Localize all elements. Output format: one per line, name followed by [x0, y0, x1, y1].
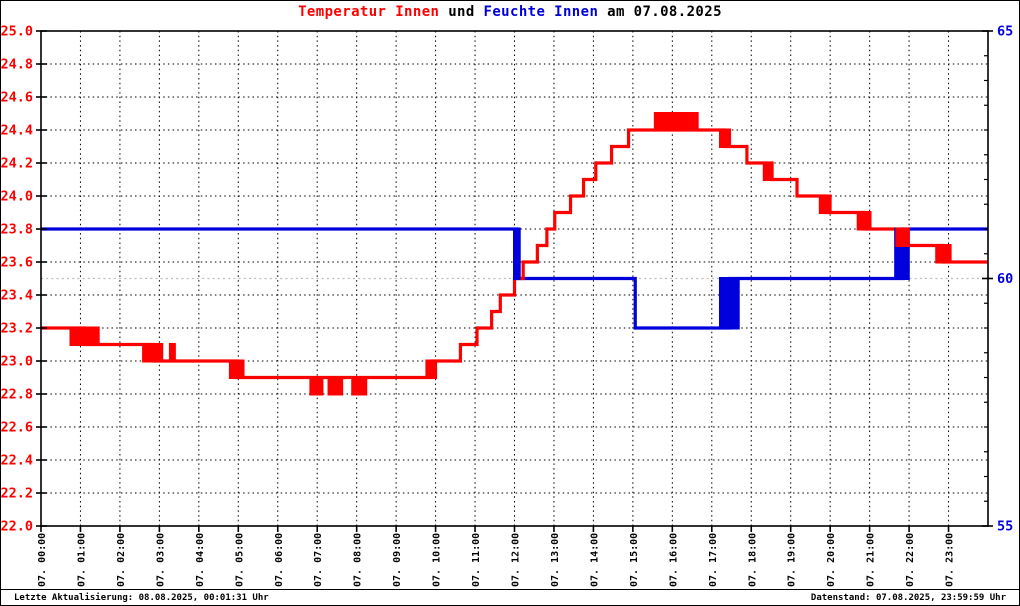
title-date: am 07.08.2025 — [598, 4, 722, 20]
series-line-temperature — [41, 128, 988, 380]
oscillation-band — [653, 112, 699, 132]
y-right-tick-label: 65 — [997, 24, 1013, 40]
y-left-tick-label: 22.8 — [1, 387, 33, 403]
x-axis-tick-label: 07. 22:00 — [905, 533, 916, 587]
y-left-tick-label: 25.0 — [1, 24, 33, 40]
title-connector: und — [439, 4, 484, 20]
title-temperature: Temperatur Innen — [298, 4, 440, 20]
y-right-tick-label: 55 — [997, 519, 1013, 535]
oscillation-band — [327, 376, 344, 396]
oscillation-band — [142, 343, 164, 363]
x-axis-tick-label: 07. 13:00 — [550, 533, 561, 587]
x-axis-tick-label: 07. 17:00 — [708, 533, 719, 587]
x-axis-tick-label: 07. 20:00 — [826, 533, 837, 587]
x-axis-tick-label: 07. 08:00 — [353, 533, 364, 587]
plot-area: 25.0 24.8 24.6 24.4 24.2 24.0 23.8 23.6 23.4 23.2… — [1, 24, 1013, 588]
x-axis-tick-label: 07. 18:00 — [747, 533, 758, 587]
title-humidity: Feuchte Innen — [483, 4, 599, 20]
x-axis-tick-label: 07. 03:00 — [155, 533, 166, 587]
x-axis-tick-label: 07. 11:00 — [471, 533, 482, 587]
x-axis-tick-label: 07. 23:00 — [945, 533, 956, 587]
x-axis-tick-label: 07. 19:00 — [787, 533, 798, 587]
oscillation-band — [168, 343, 176, 363]
y-left-tick-labels: 25.0 24.8 24.6 24.4 24.2 24.0 23.8 23.6 23.4 23.2… — [1, 24, 33, 535]
y-left-tick-label: 22.2 — [1, 486, 33, 502]
y-left-tick-label: 23.0 — [1, 354, 33, 370]
oscillation-band — [513, 227, 521, 280]
x-axis-tick-label: 07. 09:00 — [392, 533, 403, 587]
status-bar: Letzte Aktualisierung: 08.08.2025, 00:01… — [1, 589, 1019, 605]
last-update-text: Letzte Aktualisierung: 08.08.2025, 00:01… — [14, 592, 269, 603]
chart-title: Temperatur Innen und Feuchte Innen am 07… — [1, 4, 1019, 20]
oscillation-band — [228, 359, 245, 379]
y-left-tick-label: 24.6 — [1, 90, 33, 106]
x-axis-tick-labels: 07. 00:00 07. 01:00 07. 02:00 07. 03:00 07. … — [37, 533, 956, 587]
y-left-tick-label: 24.2 — [1, 156, 33, 172]
x-axis-tick-label: 07. 21:00 — [866, 533, 877, 587]
x-axis-tick-label: 07. 01:00 — [76, 533, 87, 587]
oscillation-band — [718, 277, 740, 330]
y-right-tick-labels: 65 60 55 — [997, 24, 1013, 535]
x-axis-tick-label: 07. 00:00 — [37, 533, 48, 587]
y-left-tick-label: 23.8 — [1, 222, 33, 238]
x-axis-tick-label: 07. 16:00 — [668, 533, 679, 587]
x-axis-tick-label: 07. 07:00 — [313, 533, 324, 587]
oscillation-band — [425, 359, 438, 379]
x-axis-tick-label: 07. 06:00 — [274, 533, 285, 587]
oscillation-band — [762, 161, 774, 181]
y-left-tick-label: 24.4 — [1, 123, 33, 139]
x-axis-tick-label: 07. 15:00 — [629, 533, 640, 587]
y-left-tick-label: 22.4 — [1, 453, 33, 469]
x-axis-tick-label: 07. 05:00 — [234, 533, 245, 587]
y-left-tick-label: 24.8 — [1, 57, 33, 73]
oscillation-band — [69, 326, 100, 346]
y-left-tick-label: 22.6 — [1, 420, 33, 436]
oscillation-band — [351, 376, 368, 396]
y-left-tick-label: 22.0 — [1, 519, 33, 535]
oscillation-band — [309, 376, 324, 396]
y-left-tick-label: 23.6 — [1, 255, 33, 271]
x-axis-tick-label: 07. 10:00 — [432, 533, 443, 587]
axis-ticks — [36, 30, 993, 532]
oscillation-band — [895, 227, 910, 247]
x-axis-tick-label: 07. 12:00 — [511, 533, 522, 587]
oscillation-band — [818, 194, 832, 214]
x-axis-tick-label: 07. 02:00 — [116, 533, 127, 587]
oscillation-band — [935, 244, 952, 264]
y-left-tick-label: 23.4 — [1, 288, 33, 304]
y-right-tick-label: 60 — [997, 271, 1013, 287]
data-timestamp-text: Datenstand: 07.08.2025, 23:59:59 Uhr — [810, 592, 1006, 603]
y-left-tick-label: 23.2 — [1, 321, 33, 337]
oscillation-band — [718, 128, 732, 148]
x-axis-tick-label: 07. 14:00 — [589, 533, 600, 587]
y-left-tick-label: 24.0 — [1, 189, 33, 205]
x-axis-tick-label: 07. 04:00 — [195, 533, 206, 587]
series — [41, 112, 988, 396]
oscillation-band — [856, 211, 872, 231]
